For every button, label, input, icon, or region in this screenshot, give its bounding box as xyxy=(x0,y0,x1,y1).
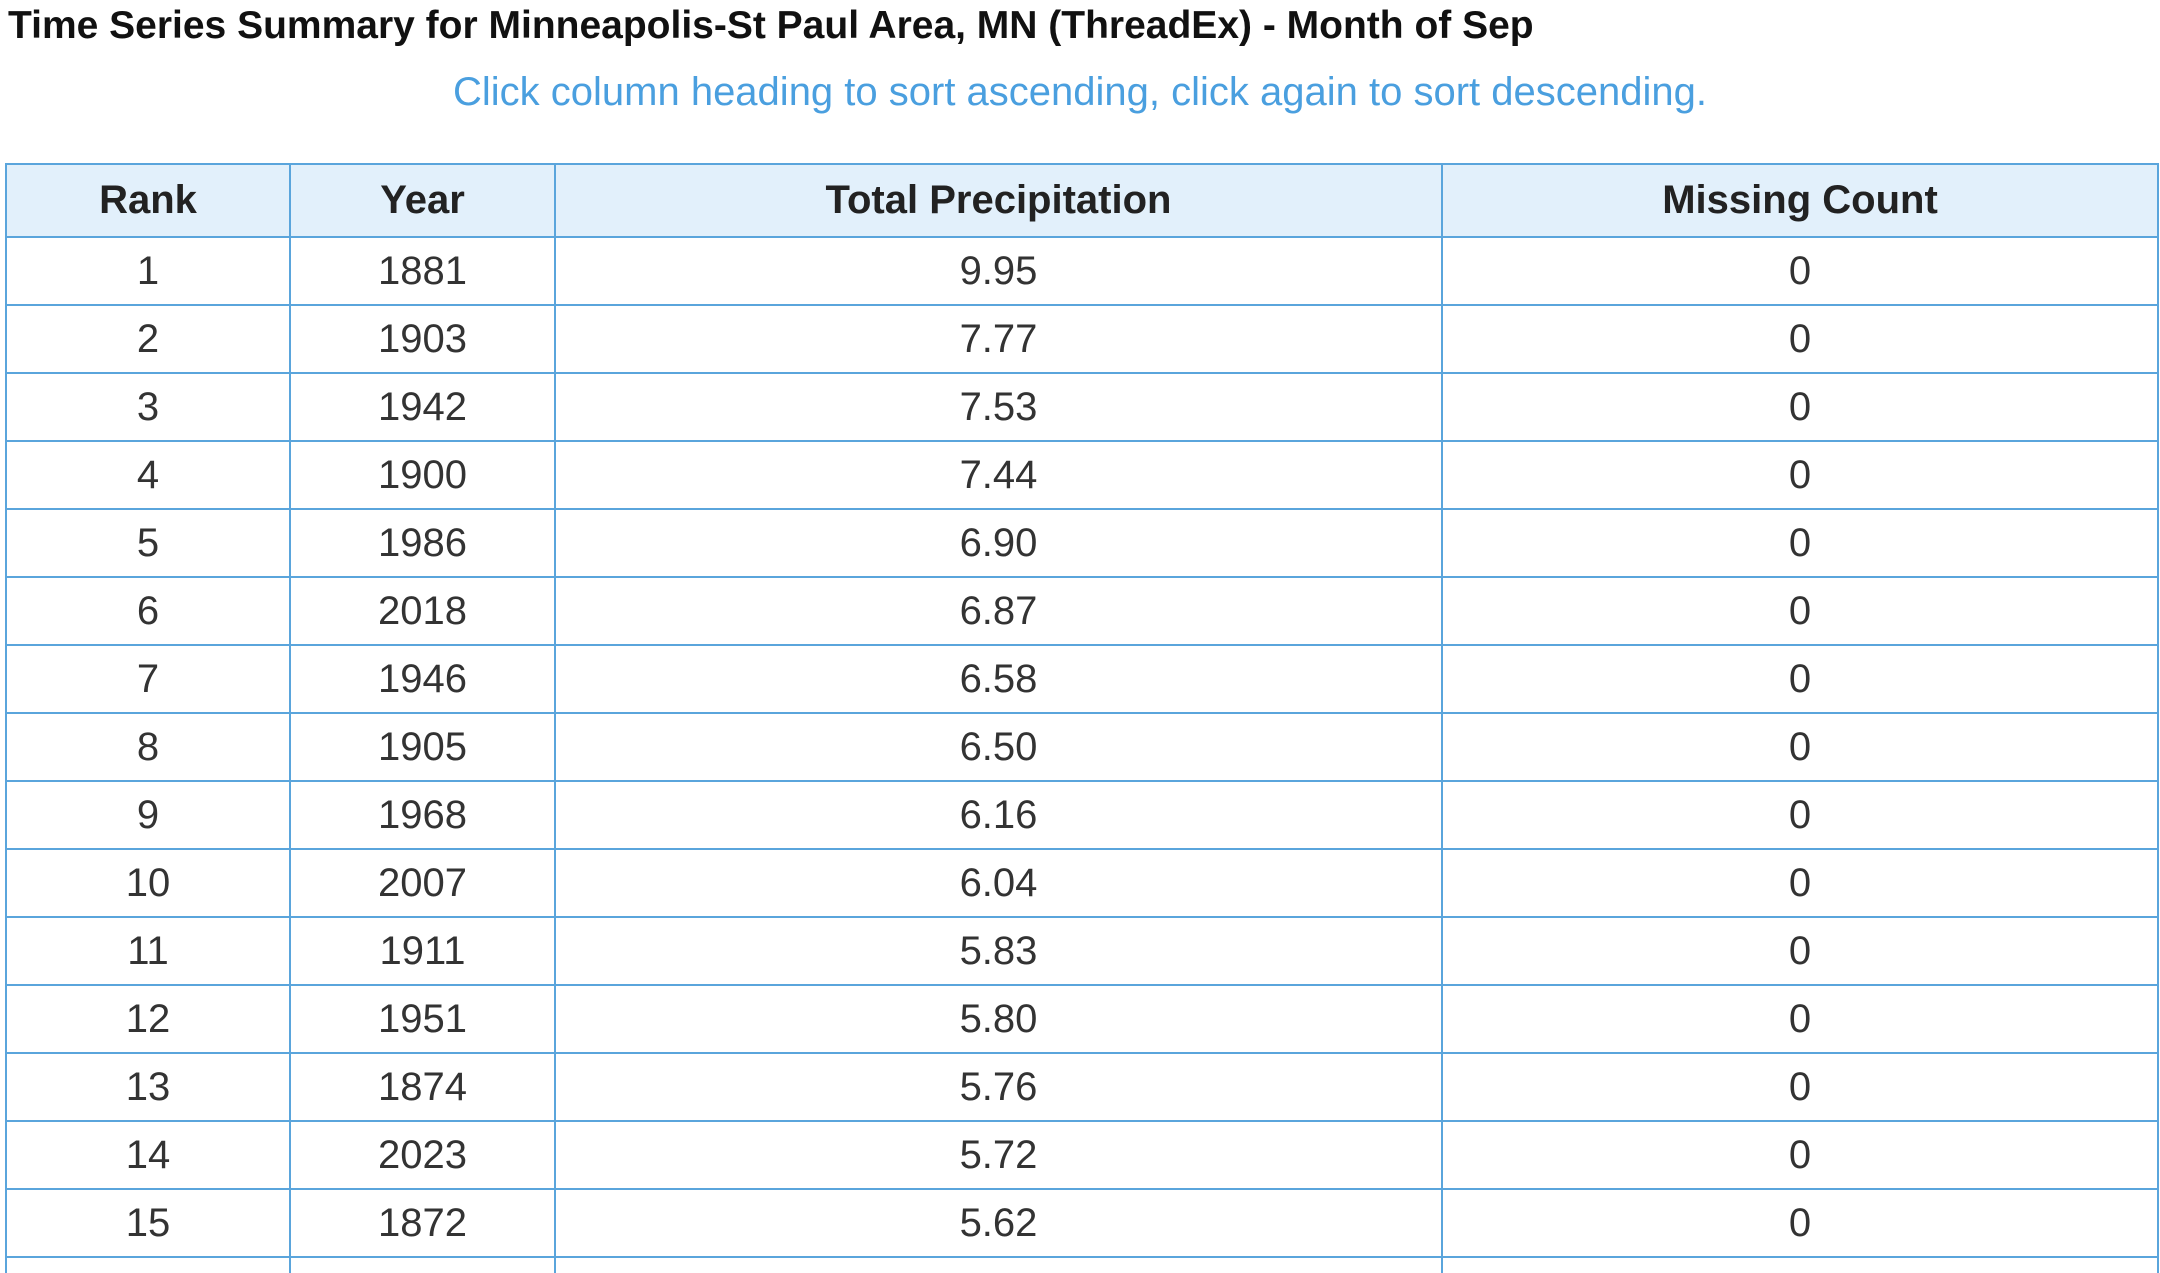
table-row: 13 1874 5.76 0 xyxy=(5,1052,2159,1122)
table-row: 3 1942 7.53 0 xyxy=(5,372,2159,442)
table-row: 15 1872 5.62 0 xyxy=(5,1188,2159,1258)
table-cell: 3 xyxy=(5,372,291,442)
table-cell: 12 xyxy=(5,984,291,1054)
table-cell: 5 xyxy=(5,508,291,578)
column-heading[interactable]: Rank xyxy=(5,163,291,238)
table-cell: 1942 xyxy=(289,372,556,442)
table-cell: 0 xyxy=(1441,644,2159,714)
table-cell: 10 xyxy=(5,848,291,918)
table-cell: 9 xyxy=(5,780,291,850)
table-cell: 0 xyxy=(1441,576,2159,646)
table-cell: 1986 xyxy=(289,508,556,578)
sort-hint: Click column heading to sort ascending, … xyxy=(452,70,1708,114)
table-cell: 4 xyxy=(5,440,291,510)
table-cell: 1 xyxy=(5,236,291,306)
table-cell-empty xyxy=(554,1256,1443,1273)
table-cell: 7 xyxy=(5,644,291,714)
table-cell: 6.90 xyxy=(554,508,1443,578)
table-cell: 5.76 xyxy=(554,1052,1443,1122)
table-row: 2 1903 7.77 0 xyxy=(5,304,2159,374)
table-cell: 2018 xyxy=(289,576,556,646)
page-title: Time Series Summary for Minneapolis-St P… xyxy=(8,4,1534,47)
table-cell: 11 xyxy=(5,916,291,986)
table-cell: 6 xyxy=(5,576,291,646)
table-body: 1 1881 9.95 0 2 1903 7.77 0 3 1942 7.53 0 4 1900 7.44 0… xyxy=(5,236,2159,1273)
table-cell: 1872 xyxy=(289,1188,556,1258)
column-heading[interactable]: Missing Count xyxy=(1441,163,2159,238)
table-cell: 6.87 xyxy=(554,576,1443,646)
table-cell: 2007 xyxy=(289,848,556,918)
table-row: 14 2023 5.72 0 xyxy=(5,1120,2159,1190)
table-cell: 0 xyxy=(1441,508,2159,578)
table-cell: 0 xyxy=(1441,372,2159,442)
table-cell: 0 xyxy=(1441,236,2159,306)
table-cell: 1946 xyxy=(289,644,556,714)
table-cell: 5.62 xyxy=(554,1188,1443,1258)
table-cell: 0 xyxy=(1441,848,2159,918)
summary-table: Rank Year Total Precipitation Missing Count… xyxy=(5,163,2159,1273)
table-row: 10 2007 6.04 0 xyxy=(5,848,2159,918)
table-cell: 0 xyxy=(1441,1188,2159,1258)
table-cell: 5.83 xyxy=(554,916,1443,986)
table-cell: 6.58 xyxy=(554,644,1443,714)
table-cell: 15 xyxy=(5,1188,291,1258)
table-row: 11 1911 5.83 0 xyxy=(5,916,2159,986)
table-cell: 13 xyxy=(5,1052,291,1122)
table-cell: 6.50 xyxy=(554,712,1443,782)
table-cell: 1881 xyxy=(289,236,556,306)
table-cell: 1905 xyxy=(289,712,556,782)
table-row: 5 1986 6.90 0 xyxy=(5,508,2159,578)
table-cell-empty xyxy=(1441,1256,2159,1273)
table-row: 12 1951 5.80 0 xyxy=(5,984,2159,1054)
table-cell: 0 xyxy=(1441,916,2159,986)
table-cell: 0 xyxy=(1441,304,2159,374)
table-cell-empty xyxy=(5,1256,291,1273)
table-cell: 8 xyxy=(5,712,291,782)
table-cell: 5.72 xyxy=(554,1120,1443,1190)
table-cell: 0 xyxy=(1441,780,2159,850)
table-cell: 5.80 xyxy=(554,984,1443,1054)
column-heading[interactable]: Year xyxy=(289,163,556,238)
table-cell: 2 xyxy=(5,304,291,374)
table-row: 4 1900 7.44 0 xyxy=(5,440,2159,510)
table-cell: 1900 xyxy=(289,440,556,510)
table-cell: 1911 xyxy=(289,916,556,986)
table-row-partial xyxy=(5,1256,2159,1273)
table-cell: 0 xyxy=(1441,1052,2159,1122)
table-cell: 7.44 xyxy=(554,440,1443,510)
table-cell: 0 xyxy=(1441,1120,2159,1190)
table-cell: 1951 xyxy=(289,984,556,1054)
table-cell: 1968 xyxy=(289,780,556,850)
table-cell: 14 xyxy=(5,1120,291,1190)
table-cell: 1874 xyxy=(289,1052,556,1122)
table-cell: 0 xyxy=(1441,984,2159,1054)
table-cell-empty xyxy=(289,1256,556,1273)
table-row: 1 1881 9.95 0 xyxy=(5,236,2159,306)
table-row: 6 2018 6.87 0 xyxy=(5,576,2159,646)
table-row: 9 1968 6.16 0 xyxy=(5,780,2159,850)
table-cell: 6.04 xyxy=(554,848,1443,918)
table-cell: 7.77 xyxy=(554,304,1443,374)
column-heading[interactable]: Total Precipitation xyxy=(554,163,1443,238)
table-cell: 6.16 xyxy=(554,780,1443,850)
table-cell: 0 xyxy=(1441,440,2159,510)
table-cell: 7.53 xyxy=(554,372,1443,442)
table-cell: 2023 xyxy=(289,1120,556,1190)
table-row: 7 1946 6.58 0 xyxy=(5,644,2159,714)
table-cell: 0 xyxy=(1441,712,2159,782)
table-row: 8 1905 6.50 0 xyxy=(5,712,2159,782)
header-row: Rank Year Total Precipitation Missing Count xyxy=(5,163,2159,238)
table-cell: 9.95 xyxy=(554,236,1443,306)
table-cell: 1903 xyxy=(289,304,556,374)
